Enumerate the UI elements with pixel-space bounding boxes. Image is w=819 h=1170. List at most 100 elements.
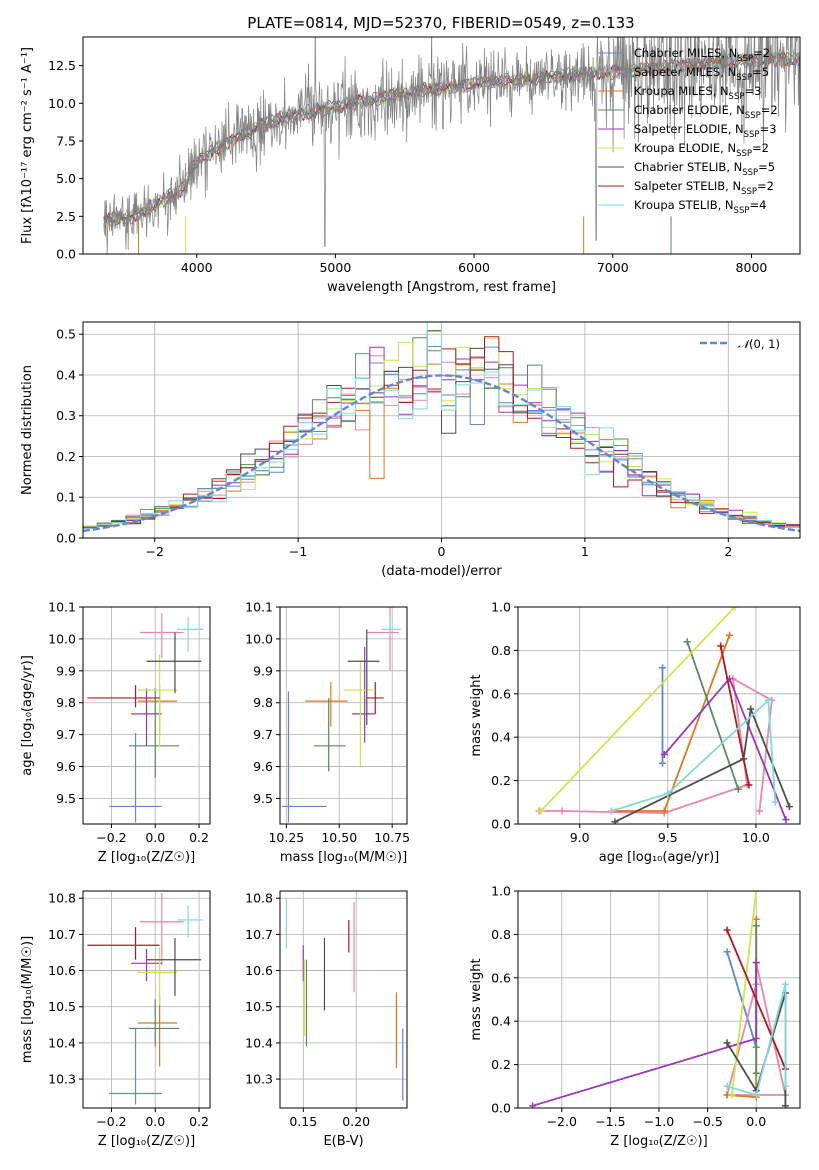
axes-mass-vs-extinction: 0.15 0.20 10.3 10.4 10.5 10.6 10.7 10.8 [245,891,407,1129]
x-tick-label: 10.25 [268,830,304,845]
y-tick-label: 0.0 [491,1101,511,1116]
axes-frame [82,36,801,255]
x-tick-label: 0.20 [342,1114,370,1129]
errorbar-point [137,994,178,1067]
legend-entry: Chabrier MILES, NSSP=2 [634,46,770,64]
x-tick-label: −1.5 [595,1114,625,1129]
x-tick-label: 8000 [736,260,768,275]
y-tick-label: 0.0 [56,247,76,262]
axes-frame [82,606,211,825]
legend-entry: Kroupa MILES, NSSP=3 [634,84,761,102]
errorbar-point [366,681,384,714]
y-tick-label: 9.7 [56,727,76,742]
y-tick-label: 10.0 [245,631,273,646]
y-axis-label: Normed distribution [20,365,35,495]
axes-age-vs-metallicity: −0.2 0.0 0.2 9.5 9.6 9.7 9.8 9.9 10.0 10.1 [48,600,210,845]
axes-frame [517,890,801,1109]
mass-weight-line [731,891,758,1096]
mass-weight-marker [752,1069,760,1077]
x-tick-label: 7000 [597,260,629,275]
legend-suffix: =2 [752,141,769,155]
x-tick-label: 6000 [458,260,490,275]
legend-subscript: SSP [744,130,760,140]
legend-suffix: =5 [758,160,775,174]
y-tick-label: 0.4 [491,730,511,745]
y-tick-label: 10.4 [245,1035,273,1050]
mass-weight-marker [752,922,760,930]
y-tick-label: 9.9 [253,663,273,678]
x-tick-label: 0.15 [289,1114,317,1129]
mass-weight-marker [745,781,753,789]
errorbar-point [282,691,327,823]
legend-text: Salpeter MILES, N [634,65,736,79]
y-tick-label: 10.1 [48,600,76,615]
x-tick-label: 4000 [181,260,213,275]
y-tick-label: 0.0 [56,531,76,546]
legend-text: Kroupa ELODIE, N [634,141,736,155]
axes-frame [517,606,801,825]
errorbar-point [137,947,178,1005]
errorbar-point [137,685,178,737]
y-axis-label: Flux [fλ10⁻¹⁷ erg cm⁻² s⁻¹ A⁻¹] [20,47,35,244]
axes-mass-weight-vs-metallicity: −2.0 −1.5 −1.0 −0.5 0.0 0.0 0.2 0.4 0.6 0.8 1.0 [491,884,800,1129]
y-tick-label: 5.0 [56,171,76,186]
errorbar-point [305,681,348,727]
y-tick-label: 10.7 [48,927,76,942]
mass-weight-marker [771,798,779,806]
x-tick-label: 0.0 [145,1114,165,1129]
errorbar-point [381,616,401,636]
y-axis-label: mass [log₁₀(M/M☉)] [20,936,35,1063]
errorbar-point [109,733,162,823]
x-axis-label: age [log₁₀(age/yr)] [599,850,720,865]
errorbar-point [139,892,184,966]
x-tick-label: 10.0 [742,830,770,845]
legend-subscript: SSP [745,111,761,121]
observed-spectrum-line [103,37,800,254]
plot-area-mass-weight-vs-metallicity [529,891,789,1108]
figure-title: PLATE=0814, MJD=52370, FIBERID=0549, z=0… [247,14,634,32]
plot-area-spectrum [103,37,800,254]
mass-weight-marker [723,1082,731,1090]
legend-entry: Chabrier STELIB, NSSP=5 [634,160,775,178]
mass-weight-marker [683,638,691,646]
x-tick-label: −2.0 [547,1114,577,1129]
legend-subscript: SSP [742,168,758,178]
plot-area-age-vs-metallicity [87,613,204,823]
mass-weight-line [726,984,787,1097]
y-tick-label: 0.6 [491,686,511,701]
mass-weight-marker [752,915,760,923]
y-tick-label: 10.1 [245,600,273,615]
mass-weight-marker [660,751,668,759]
errorbar-point [87,685,160,708]
x-tick-label: 10.75 [374,830,410,845]
mass-weight-marker [752,1091,760,1099]
axes-frame [279,890,408,1109]
mass-weight-marker [607,807,615,815]
y-tick-label: 0.5 [56,327,76,342]
x-axis-label: E(B-V) [323,1134,363,1149]
panels: 4000 5000 6000 7000 80000.02.55.07.510.012.5… [20,36,801,1149]
errorbar-point [146,632,202,694]
mass-weight-marker [660,807,668,815]
y-tick-label: 9.6 [56,759,76,774]
mass-weight-marker [752,1035,760,1043]
axes-age-vs-mass: 10.25 10.50 10.75 9.5 9.6 9.7 9.8 9.9 10.0 10.1 [245,600,410,846]
x-axis-label: mass [log₁₀(M/M☉)] [280,850,407,865]
legend-subscript: SSP [734,206,750,216]
y-axis-label: age [log₁₀(age/yr)] [20,655,35,776]
errorbar-point [313,697,346,772]
legend-entry: Salpeter MILES, NSSP=5 [634,65,769,83]
errorbar-point [109,1028,162,1105]
mass-weight-line [726,929,787,1070]
legend-suffix: =5 [752,65,769,79]
legend-text: Salpeter STELIB, N [634,179,741,193]
y-tick-label: 10.8 [245,891,273,906]
errorbar-point [128,999,180,1047]
normal-reference-curve [83,374,800,533]
y-tick-label: 0.2 [491,1057,511,1072]
y-tick-label: 10.3 [245,1072,273,1087]
x-tick-label: −1 [289,544,307,559]
y-tick-label: 10.6 [48,963,76,978]
